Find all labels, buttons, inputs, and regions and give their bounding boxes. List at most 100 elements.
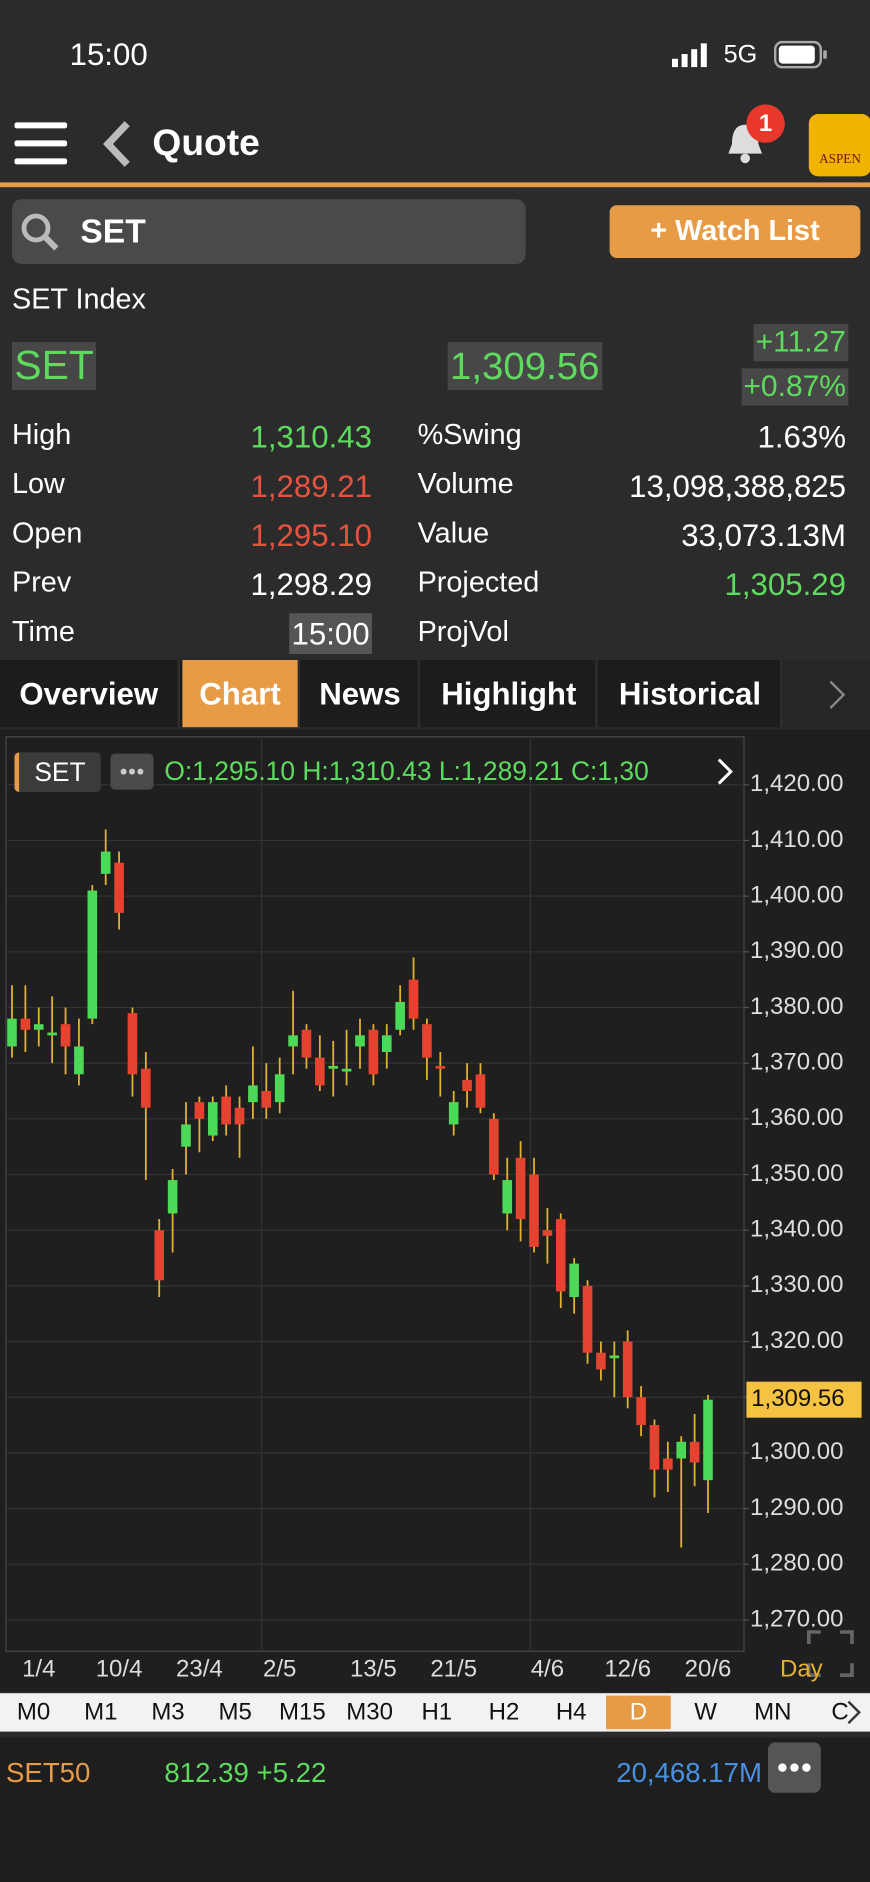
candle-body: [100, 851, 111, 874]
candle-body: [20, 1018, 31, 1030]
timeframe[interactable]: M3: [151, 1699, 185, 1726]
y-tick-label: 1,360.00: [750, 1104, 843, 1131]
change: +11.27: [753, 324, 849, 362]
battery-icon: [774, 40, 827, 69]
symbol: SET: [12, 342, 97, 391]
tab[interactable]: Chart: [182, 660, 300, 728]
change-percent: +0.87%: [741, 368, 849, 406]
tab[interactable]: Highlight: [422, 660, 598, 728]
stat-value: 15:00: [289, 613, 372, 654]
timeframe[interactable]: H2: [488, 1699, 520, 1726]
timeframe[interactable]: M15: [279, 1699, 326, 1726]
candle-body: [663, 1458, 673, 1470]
x-tick-label: 10/4: [96, 1656, 143, 1683]
tab[interactable]: News: [302, 660, 421, 728]
notification-badge: 1: [746, 104, 785, 143]
candle-body: [355, 1035, 365, 1047]
candle-body: [515, 1157, 526, 1220]
search-box[interactable]: [12, 199, 526, 264]
timeframe[interactable]: M0: [16, 1699, 51, 1726]
candle-body: [676, 1441, 687, 1459]
y-tick-label: 1,300.00: [750, 1438, 843, 1465]
plot-frame: [5, 736, 745, 1652]
tab[interactable]: Overview: [0, 660, 180, 728]
candle-body: [542, 1230, 553, 1236]
tab-arrow[interactable]: [826, 678, 850, 712]
last-price-label: 1,309.56: [751, 1385, 844, 1412]
chart-symbol[interactable]: SET: [14, 752, 101, 793]
y-tick-label: 1,390.00: [750, 937, 843, 964]
timeframe[interactable]: M30: [346, 1699, 393, 1726]
signal-icon: [672, 43, 707, 68]
candle-body: [609, 1355, 620, 1359]
candle-body: [328, 1065, 339, 1069]
candle-body: [569, 1263, 579, 1298]
timeframe[interactable]: C: [831, 1699, 849, 1726]
candle-body: [489, 1118, 499, 1175]
candle-body: [475, 1074, 486, 1108]
x-tick-label: 12/6: [604, 1656, 651, 1683]
stat-label: Low: [12, 468, 65, 501]
candle-body: [154, 1230, 165, 1281]
x-tick-label: 2/5: [263, 1656, 296, 1683]
candle-body: [7, 1018, 17, 1047]
y-tick-label: 1,290.00: [750, 1494, 843, 1521]
candle-body: [221, 1096, 231, 1125]
candle-body: [395, 1001, 405, 1030]
stat-value: 1.63%: [757, 418, 847, 455]
tab[interactable]: Historical: [600, 660, 783, 728]
stat-label: Value: [417, 517, 490, 550]
timeframe[interactable]: M5: [218, 1699, 252, 1726]
candle-body: [261, 1090, 272, 1108]
header-divider: [0, 182, 870, 188]
back-button[interactable]: [101, 120, 135, 168]
ohlc-arrow[interactable]: [715, 756, 734, 787]
candle-body: [274, 1074, 285, 1103]
candle-body: [381, 1035, 392, 1053]
candle-body: [315, 1057, 325, 1086]
menu-button[interactable]: [14, 120, 68, 168]
candle-body: [248, 1085, 258, 1103]
chart-background: [0, 729, 870, 1693]
timeframe[interactable]: D: [606, 1695, 671, 1730]
ticker-turnover: 20,468.17M: [616, 1756, 762, 1789]
tab-scroll[interactable]: [782, 660, 870, 728]
timeframe[interactable]: M1: [84, 1699, 118, 1726]
watch-list-button[interactable]: + Watch List: [609, 205, 861, 258]
stat-label: %Swing: [417, 418, 522, 452]
candle-body: [141, 1068, 151, 1108]
logo[interactable]: ASPEN: [808, 114, 870, 177]
stat-label: Prev: [12, 566, 72, 599]
candle-body: [301, 1029, 312, 1058]
dots-icon: [120, 768, 144, 775]
ticker-bar: [0, 1737, 870, 1882]
chart-menu[interactable]: [110, 753, 154, 790]
timeframe[interactable]: MN: [754, 1699, 792, 1726]
ticker-menu[interactable]: [768, 1742, 821, 1793]
x-tick-label: 4/6: [531, 1656, 564, 1683]
candle-body: [234, 1107, 245, 1125]
timeframe[interactable]: H4: [555, 1699, 587, 1726]
candle-body: [194, 1102, 205, 1119]
stat-label: Projected: [417, 566, 540, 599]
y-tick-label: 1,350.00: [750, 1160, 843, 1187]
candle-body: [207, 1102, 218, 1136]
candle-body: [33, 1024, 44, 1030]
timeframe[interactable]: W: [694, 1699, 717, 1726]
candle-body: [74, 1046, 84, 1075]
ticker-symbol: SET50: [6, 1756, 91, 1789]
index-name: SET Index: [12, 283, 146, 316]
search-query: SET: [80, 212, 146, 250]
timeframe[interactable]: H1: [421, 1699, 453, 1726]
stat-value: 1,298.29: [250, 566, 372, 603]
y-tick-label: 1,370.00: [750, 1049, 843, 1076]
stat-label: Open: [12, 517, 83, 550]
x-tick-label: 20/6: [685, 1656, 732, 1683]
candle-body: [435, 1065, 446, 1069]
candle-body: [368, 1029, 379, 1075]
timeframe-arrow[interactable]: [845, 1699, 864, 1725]
expand-icon[interactable]: [806, 1630, 854, 1678]
candle-body: [649, 1425, 660, 1470]
